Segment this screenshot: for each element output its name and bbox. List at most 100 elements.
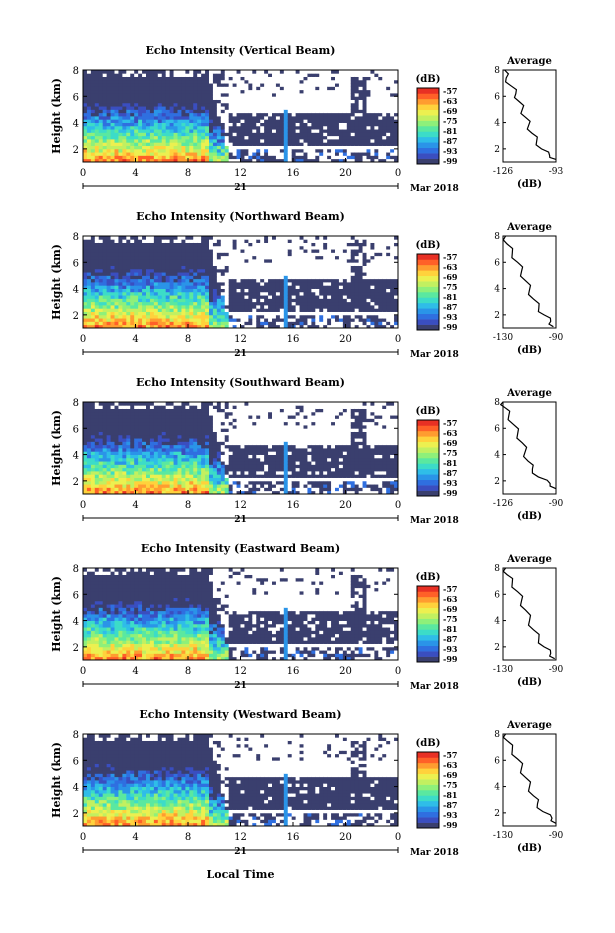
heatmap-cell	[327, 123, 331, 127]
heatmap-cell	[150, 139, 154, 143]
heatmap-cell	[174, 142, 178, 146]
heatmap-cell	[166, 302, 170, 306]
heatmap-cell	[91, 100, 95, 104]
heatmap-cell	[343, 123, 347, 127]
heatmap-cell	[390, 80, 394, 84]
heatmap-cell	[241, 295, 245, 299]
heatmap-cell	[87, 243, 91, 247]
heatmap-cell	[327, 285, 331, 289]
heatmap-cell	[95, 236, 99, 240]
heatmap-cell	[150, 262, 154, 266]
heatmap-cell	[122, 136, 126, 140]
heatmap-cell	[288, 155, 292, 159]
heatmap-cell	[162, 266, 166, 270]
heatmap-cell	[311, 312, 315, 316]
heatmap-cell	[122, 448, 126, 452]
heatmap-cell	[351, 252, 355, 256]
heatmap-cell	[130, 428, 134, 432]
heatmap-cell	[107, 275, 111, 279]
heatmap-cell	[111, 243, 115, 247]
heatmap-cell	[107, 282, 111, 286]
heatmap-cell	[370, 109, 374, 113]
heatmap-cell	[390, 146, 394, 150]
heatmap-cell	[91, 129, 95, 133]
heatmap-cell	[260, 132, 264, 136]
heatmap-cell	[146, 142, 150, 146]
heatmap-cell	[174, 252, 178, 256]
heatmap-cell	[300, 312, 304, 316]
heatmap-cell	[335, 109, 339, 113]
heatmap-cell	[264, 90, 268, 94]
heatmap-cell	[193, 252, 197, 256]
heatmap-cell	[229, 239, 233, 243]
heatmap-cell	[146, 136, 150, 140]
heatmap-cell	[201, 239, 205, 243]
heatmap-cell	[386, 249, 390, 253]
heatmap-cell	[134, 295, 138, 299]
heatmap-cell	[252, 252, 256, 256]
heatmap-cell	[122, 272, 126, 276]
heatmap-cell	[193, 282, 197, 286]
heatmap-cell	[264, 155, 268, 159]
heatmap-cell	[363, 289, 367, 293]
heatmap-cell	[233, 90, 237, 94]
heatmap-cell	[382, 298, 386, 302]
heatmap-cell	[327, 142, 331, 146]
heatmap-cell	[118, 100, 122, 104]
heatmap-cell	[292, 136, 296, 140]
heatmap-cell	[244, 282, 248, 286]
heatmap-cell	[162, 123, 166, 127]
heatmap-cell	[154, 279, 158, 283]
heatmap-cell	[87, 298, 91, 302]
heatmap-cell	[138, 298, 142, 302]
heatmap-cell	[229, 116, 233, 120]
heatmap-cell	[126, 298, 130, 302]
heatmap-cell	[374, 256, 378, 260]
y-tick-label: 4	[73, 285, 79, 296]
x-tick-label: 12	[234, 334, 247, 345]
heatmap-cell	[158, 259, 162, 263]
heatmap-cell	[331, 123, 335, 127]
heatmap-cell	[217, 256, 221, 260]
heatmap-cell	[111, 142, 115, 146]
heatmap-cell	[256, 129, 260, 133]
heatmap-cell	[284, 109, 288, 113]
heatmap-cell	[217, 70, 221, 74]
heatmap-cell	[130, 312, 134, 316]
heatmap-cell	[225, 289, 229, 293]
heatmap-cell	[374, 272, 378, 276]
heatmap-cell	[323, 262, 327, 266]
heatmap-cell	[130, 119, 134, 123]
heatmap-cell	[355, 73, 359, 77]
heatmap-cell	[107, 474, 111, 478]
heatmap-cell	[363, 282, 367, 286]
heatmap-cell	[91, 266, 95, 270]
heatmap-cell	[189, 279, 193, 283]
heatmap-cell	[95, 468, 99, 472]
heatmap-cell	[300, 252, 304, 256]
heatmap-cell	[359, 152, 363, 156]
heatmap-cell	[178, 116, 182, 120]
heatmap-cell	[292, 279, 296, 283]
heatmap-cell	[323, 152, 327, 156]
heatmap-cell	[260, 139, 264, 143]
heatmap-cell	[304, 282, 308, 286]
heatmap-cell	[248, 83, 252, 87]
heatmap-cell	[323, 142, 327, 146]
heatmap-cell	[233, 252, 237, 256]
heatmap-cell	[111, 295, 115, 299]
heatmap-cell	[367, 249, 371, 253]
heatmap-cell	[292, 113, 296, 117]
heatmap-cell	[87, 142, 91, 146]
heatmap-cell	[237, 86, 241, 90]
heatmap-cell	[142, 90, 146, 94]
heatmap-cell	[221, 96, 225, 100]
heatmap-cell	[264, 295, 268, 299]
heatmap-cell	[197, 146, 201, 150]
heatmap-cell	[252, 305, 256, 309]
heatmap-cell	[229, 73, 233, 77]
heatmap-cell	[347, 116, 351, 120]
heatmap-cell	[359, 73, 363, 77]
heatmap-cell	[193, 70, 197, 74]
heatmap-cell	[307, 259, 311, 263]
